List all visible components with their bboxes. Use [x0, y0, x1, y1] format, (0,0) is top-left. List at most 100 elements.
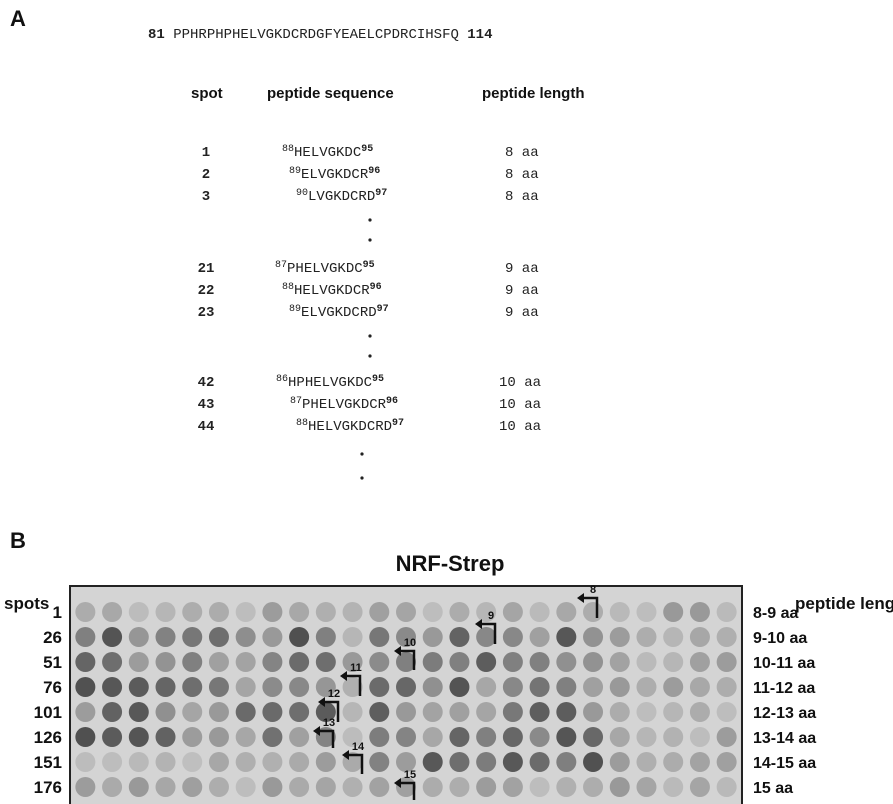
blot-title: NRF-Strep — [396, 551, 505, 576]
spot — [503, 677, 523, 697]
spot-number: 1 — [202, 145, 210, 161]
spot — [102, 652, 122, 672]
spot-number: 22 — [198, 283, 215, 299]
spot-number: 42 — [198, 375, 215, 391]
spot — [530, 752, 550, 772]
spot — [75, 652, 95, 672]
spot — [289, 777, 309, 797]
spot — [636, 677, 656, 697]
spot — [262, 727, 282, 747]
residue-to: 97 — [377, 304, 389, 315]
row-spot: 151 — [34, 753, 62, 772]
residue-from: 90 — [296, 188, 308, 199]
spot — [583, 702, 603, 722]
length-header: peptide length — [795, 594, 893, 613]
peptide-sequence: 86HPHELVGKDC95 — [276, 374, 384, 391]
residue-from: 88 — [296, 418, 308, 429]
spot — [610, 652, 630, 672]
peptide-length: 10 aa — [499, 397, 541, 413]
peptide: HPHELVGKDC — [288, 375, 372, 391]
spot — [236, 777, 256, 797]
spot — [102, 777, 122, 797]
spot — [556, 602, 576, 622]
residue-to: 96 — [368, 166, 380, 177]
spot — [209, 627, 229, 647]
spot — [182, 752, 202, 772]
spot — [102, 627, 122, 647]
spot — [262, 702, 282, 722]
spot — [717, 727, 737, 747]
spot — [423, 652, 443, 672]
spot — [449, 752, 469, 772]
row-length: 15 aa — [753, 780, 793, 797]
spot — [182, 627, 202, 647]
spot — [610, 752, 630, 772]
spot — [182, 652, 202, 672]
spots-header: spots — [4, 594, 49, 613]
spot — [182, 727, 202, 747]
spot — [75, 627, 95, 647]
peptide: HELVGKDCR — [294, 283, 370, 299]
spot — [396, 727, 416, 747]
spot — [156, 627, 176, 647]
spot — [530, 627, 550, 647]
spot — [156, 777, 176, 797]
spot — [556, 727, 576, 747]
peptide: LVGKDCRD — [308, 189, 375, 205]
spot — [476, 677, 496, 697]
spot — [583, 677, 603, 697]
spot — [209, 677, 229, 697]
spot — [75, 777, 95, 797]
peptide-length: 8 aa — [505, 145, 539, 161]
row-length: 8-9 aa — [753, 605, 798, 622]
spot — [530, 777, 550, 797]
spot — [503, 627, 523, 647]
spot — [396, 702, 416, 722]
peptide: PHELVGKDCR — [302, 397, 387, 413]
spot — [369, 652, 389, 672]
row-spot: 76 — [43, 678, 62, 697]
spot — [610, 677, 630, 697]
spot — [369, 702, 389, 722]
spot — [449, 602, 469, 622]
spot — [182, 602, 202, 622]
residue-to: 95 — [363, 260, 375, 271]
spot — [129, 727, 149, 747]
spot — [503, 652, 523, 672]
spot — [75, 727, 95, 747]
arrow-label: 14 — [352, 741, 365, 753]
spot — [717, 777, 737, 797]
row-length: 13-14 aa — [753, 730, 816, 747]
spot — [690, 677, 710, 697]
spot-number: 3 — [202, 189, 210, 205]
residue-to: 95 — [361, 144, 373, 155]
peptide-sequence: 88HELVGKDCR96 — [282, 282, 382, 299]
spot — [289, 652, 309, 672]
spot — [129, 777, 149, 797]
spot — [556, 677, 576, 697]
spot — [289, 602, 309, 622]
spot — [663, 752, 683, 772]
spot — [236, 677, 256, 697]
peptide-sequence: 87PHELVGKDCR96 — [290, 396, 398, 413]
spot — [423, 752, 443, 772]
spot — [369, 777, 389, 797]
spot — [423, 727, 443, 747]
spot — [503, 702, 523, 722]
spot — [236, 652, 256, 672]
spot — [289, 677, 309, 697]
spot — [476, 752, 496, 772]
spot — [262, 627, 282, 647]
spot — [690, 702, 710, 722]
spot — [236, 602, 256, 622]
peptide-sequence: 89ELVGKDCRD97 — [289, 304, 389, 321]
spot — [530, 677, 550, 697]
header: spot — [191, 85, 223, 102]
spot — [316, 777, 336, 797]
row-spot: 51 — [43, 653, 62, 672]
peptide: PHELVGKDC — [287, 261, 363, 277]
spot — [717, 602, 737, 622]
spot — [583, 727, 603, 747]
spot — [156, 652, 176, 672]
spot — [663, 652, 683, 672]
